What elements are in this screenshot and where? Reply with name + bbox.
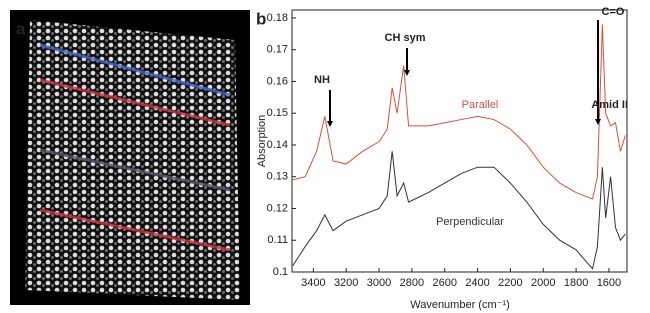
series-label: Parallel <box>462 99 499 111</box>
annotation: CH sym <box>385 32 426 44</box>
panel-label: a <box>16 19 26 38</box>
y-tick-label: 0.14 <box>267 139 288 151</box>
plot-frame <box>292 10 627 272</box>
arrow-head <box>595 119 601 125</box>
x-tick-label: 3200 <box>334 277 358 289</box>
x-tick-label: 2000 <box>531 277 555 289</box>
y-tick-label: 0.11 <box>267 234 288 246</box>
x-tick-label: 3000 <box>367 277 391 289</box>
y-tick-label: 0.18 <box>267 12 288 24</box>
annotation: NH <box>314 74 330 86</box>
y-tick-label: 0.13 <box>267 171 288 183</box>
series-label: Perpendicular <box>436 216 504 228</box>
panel-label: b <box>256 9 266 28</box>
spectrum-line <box>293 24 626 199</box>
spectrum-line <box>293 151 626 269</box>
figure: a b Wavenumber (cm⁻¹) Absorption 0.10.11… <box>0 0 650 313</box>
y-tick-label: 0.17 <box>267 44 288 56</box>
x-tick-label: 1800 <box>564 277 588 289</box>
y-tick-label: 0.1 <box>273 266 288 278</box>
x-tick-label: 2800 <box>400 277 424 289</box>
annotation: C=O <box>602 6 625 18</box>
y-tick-label: 0.15 <box>267 107 288 119</box>
x-tick-label: 1600 <box>597 277 621 289</box>
x-tick-label: 2400 <box>465 277 489 289</box>
x-tick-label: 2200 <box>498 277 522 289</box>
x-axis-label: Wavenumber (cm⁻¹) <box>410 299 510 311</box>
y-tick-label: 0.16 <box>267 75 288 87</box>
y-tick-label: 0.12 <box>267 202 288 214</box>
x-tick-label: 2600 <box>432 277 456 289</box>
arrow-head <box>327 121 333 127</box>
x-tick-label: 3400 <box>301 277 325 289</box>
annotation: Amid II <box>591 99 628 111</box>
molecular-model <box>10 10 250 305</box>
